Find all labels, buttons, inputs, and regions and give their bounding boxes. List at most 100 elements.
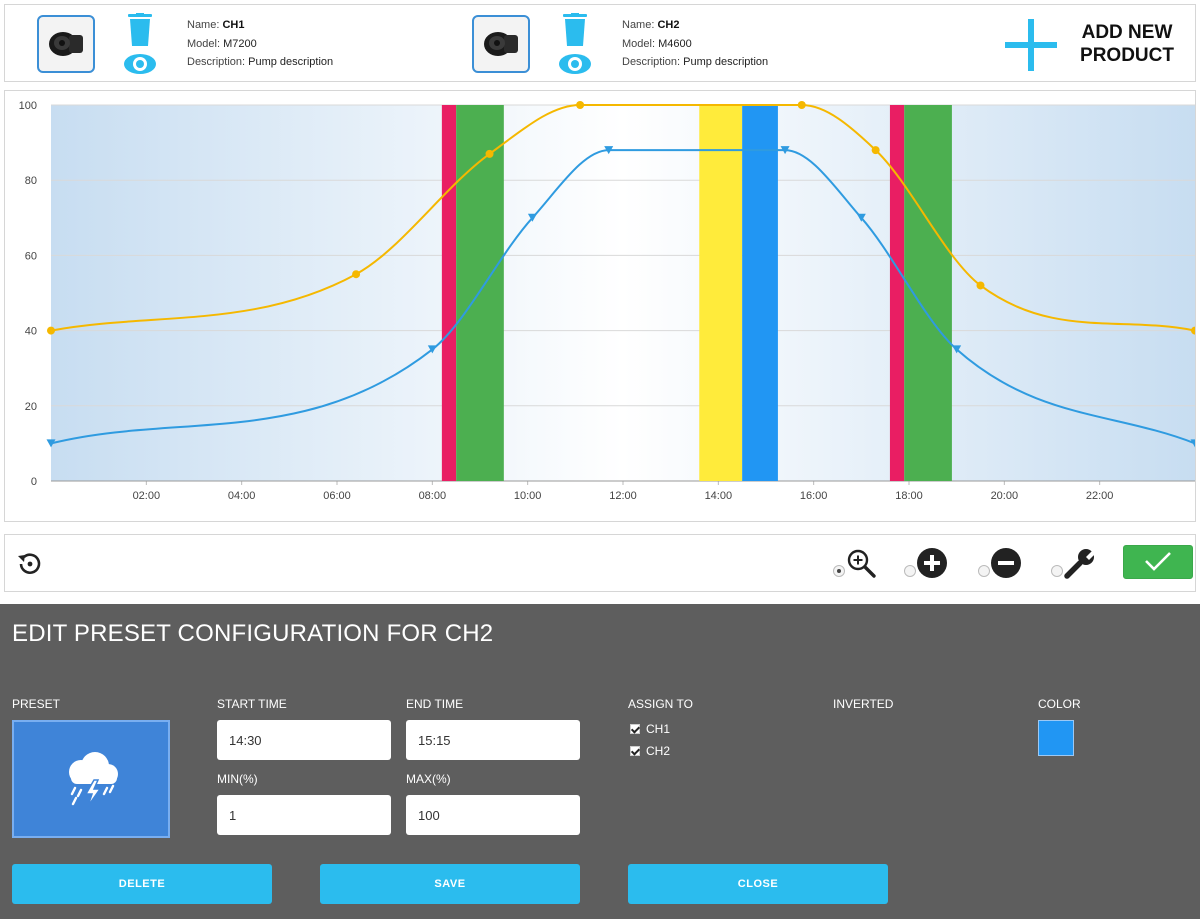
y-tick-label: 100: [19, 100, 37, 112]
reset-icon[interactable]: [15, 549, 45, 579]
x-tick-label: 02:00: [133, 490, 161, 502]
pump-thumbnail[interactable]: [472, 15, 530, 73]
schedule-chart-panel: 0 20 40 60 80 100 02:00 04:00 06:00 08:00 10:00 12:…: [4, 90, 1196, 522]
assign-ch1-label: CH1: [646, 722, 671, 736]
preset-band: [699, 105, 743, 481]
edit-panel-title: EDIT PRESET CONFIGURATION FOR CH2: [12, 620, 494, 647]
tool-radio[interactable]: [833, 565, 845, 577]
data-point: [1190, 439, 1195, 448]
tool-radio[interactable]: [978, 565, 990, 577]
data-point: [576, 101, 585, 109]
x-tick-label: 14:00: [705, 490, 733, 502]
min-input[interactable]: [217, 795, 391, 835]
preset-band: [904, 105, 952, 481]
product-card-ch2: Name: CH2 Model: M4600 Description: Pump…: [440, 5, 880, 81]
tool-zoom[interactable]: [833, 547, 885, 581]
assign-ch1-checkbox[interactable]: CH1: [630, 722, 670, 738]
description-label: Description:: [622, 56, 681, 68]
name-label: Name:: [187, 19, 220, 31]
tool-remove[interactable]: [978, 547, 1030, 581]
start-time-label: START TIME: [217, 697, 287, 711]
plot-background: [51, 105, 1195, 481]
trash-icon[interactable]: [126, 13, 154, 47]
preset-label: PRESET: [12, 697, 61, 711]
eye-icon[interactable]: [558, 53, 592, 75]
x-tick-label: 20:00: [991, 490, 1019, 502]
color-swatch[interactable]: [1038, 720, 1074, 756]
x-tick-label: 12:00: [609, 490, 637, 502]
preset-band: [456, 105, 504, 481]
storm-cloud-icon: [69, 752, 118, 807]
confirm-button[interactable]: [1123, 545, 1193, 579]
data-point: [1191, 326, 1195, 335]
x-tick-label: 22:00: [1086, 490, 1114, 502]
preset-tile[interactable]: [12, 720, 170, 838]
x-tick-label: 08:00: [419, 490, 447, 502]
color-label: COLOR: [1038, 697, 1081, 711]
product-name: CH1: [222, 19, 245, 31]
add-new-product-button[interactable]: ADD NEW PRODUCT: [1005, 15, 1177, 75]
chart-toolbar: [4, 534, 1196, 592]
preset-band: [441, 105, 457, 481]
data-point: [780, 146, 790, 155]
pump-icon: [484, 32, 518, 56]
end-time-input[interactable]: [406, 720, 580, 760]
y-tick-label: 60: [25, 250, 37, 262]
eye-icon[interactable]: [123, 53, 157, 75]
wrench-icon: [1064, 549, 1096, 579]
y-tick-label: 0: [31, 476, 37, 488]
end-time-label: END TIME: [406, 697, 464, 711]
tool-radio[interactable]: [904, 565, 916, 577]
tool-radio[interactable]: [1051, 565, 1063, 577]
product-name: CH2: [657, 19, 680, 31]
x-tick-label: 04:00: [228, 490, 256, 502]
max-label: MAX(%): [406, 772, 451, 786]
save-button[interactable]: SAVE: [320, 864, 580, 904]
assign-ch2-label: CH2: [646, 744, 671, 758]
name-label: Name:: [622, 19, 655, 31]
zoom-in-icon: [847, 549, 876, 578]
max-input[interactable]: [406, 795, 580, 835]
y-tick-label: 20: [25, 401, 37, 413]
product-model: M7200: [223, 37, 257, 50]
product-card-ch1: Name: CH1 Model: M7200 Description: Pump…: [5, 5, 445, 81]
x-tick-label: 06:00: [323, 490, 351, 502]
data-point: [46, 439, 56, 448]
data-point: [485, 149, 494, 158]
remove-circle-icon: [991, 548, 1021, 578]
assign-to-label: ASSIGN TO: [628, 697, 693, 711]
close-button[interactable]: CLOSE: [628, 864, 888, 904]
trash-icon[interactable]: [561, 13, 589, 47]
plus-icon: [1005, 19, 1057, 71]
add-circle-icon: [917, 548, 947, 578]
data-point: [856, 213, 866, 222]
min-label: MIN(%): [217, 772, 258, 786]
schedule-chart[interactable]: 0 20 40 60 80 100 02:00 04:00 06:00 08:00 10:00 12:…: [5, 91, 1195, 521]
pump-icon: [49, 32, 83, 56]
tool-add[interactable]: [904, 547, 956, 581]
y-tick-label: 80: [25, 175, 37, 187]
checkbox-checked[interactable]: [630, 724, 640, 734]
preset-band: [742, 105, 778, 481]
checkmark-icon: [1145, 551, 1171, 571]
product-description: Pump description: [683, 56, 769, 68]
data-point: [427, 345, 437, 354]
model-label: Model:: [187, 37, 221, 50]
tool-settings[interactable]: [1051, 547, 1103, 581]
product-model: M4600: [658, 37, 692, 50]
assign-ch2-checkbox[interactable]: CH2: [630, 744, 670, 760]
add-new-product-label: ADD NEW PRODUCT: [1077, 21, 1177, 67]
data-point: [871, 146, 880, 155]
start-time-input[interactable]: [217, 720, 391, 760]
model-label: Model:: [622, 37, 656, 50]
pump-thumbnail[interactable]: [37, 15, 95, 73]
checkbox-checked[interactable]: [630, 746, 640, 756]
delete-button[interactable]: DELETE: [12, 864, 272, 904]
description-label: Description:: [187, 56, 246, 68]
data-point: [976, 281, 985, 290]
x-tick-label: 18:00: [895, 490, 923, 502]
data-point: [797, 101, 806, 109]
product-info: Name: CH1 Model: M7200 Description: Pump…: [187, 16, 333, 72]
product-description: Pump description: [248, 56, 334, 68]
x-tick-label: 16:00: [800, 490, 828, 502]
